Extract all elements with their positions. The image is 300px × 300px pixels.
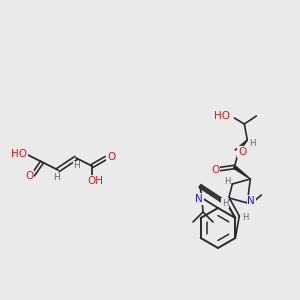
Text: H: H — [249, 139, 256, 148]
Text: H: H — [224, 176, 230, 185]
Polygon shape — [233, 166, 250, 179]
Text: H: H — [74, 161, 80, 170]
Text: HO: HO — [214, 111, 230, 121]
Text: N: N — [248, 196, 255, 206]
Text: O: O — [25, 171, 33, 181]
Text: OH: OH — [87, 176, 103, 186]
Text: H: H — [54, 173, 60, 182]
Text: N: N — [195, 194, 203, 204]
Text: H: H — [242, 214, 248, 223]
Text: O: O — [238, 147, 246, 157]
Text: H: H — [222, 199, 229, 208]
Text: O: O — [107, 152, 115, 162]
Text: O: O — [211, 165, 219, 175]
Text: HO: HO — [11, 149, 27, 159]
